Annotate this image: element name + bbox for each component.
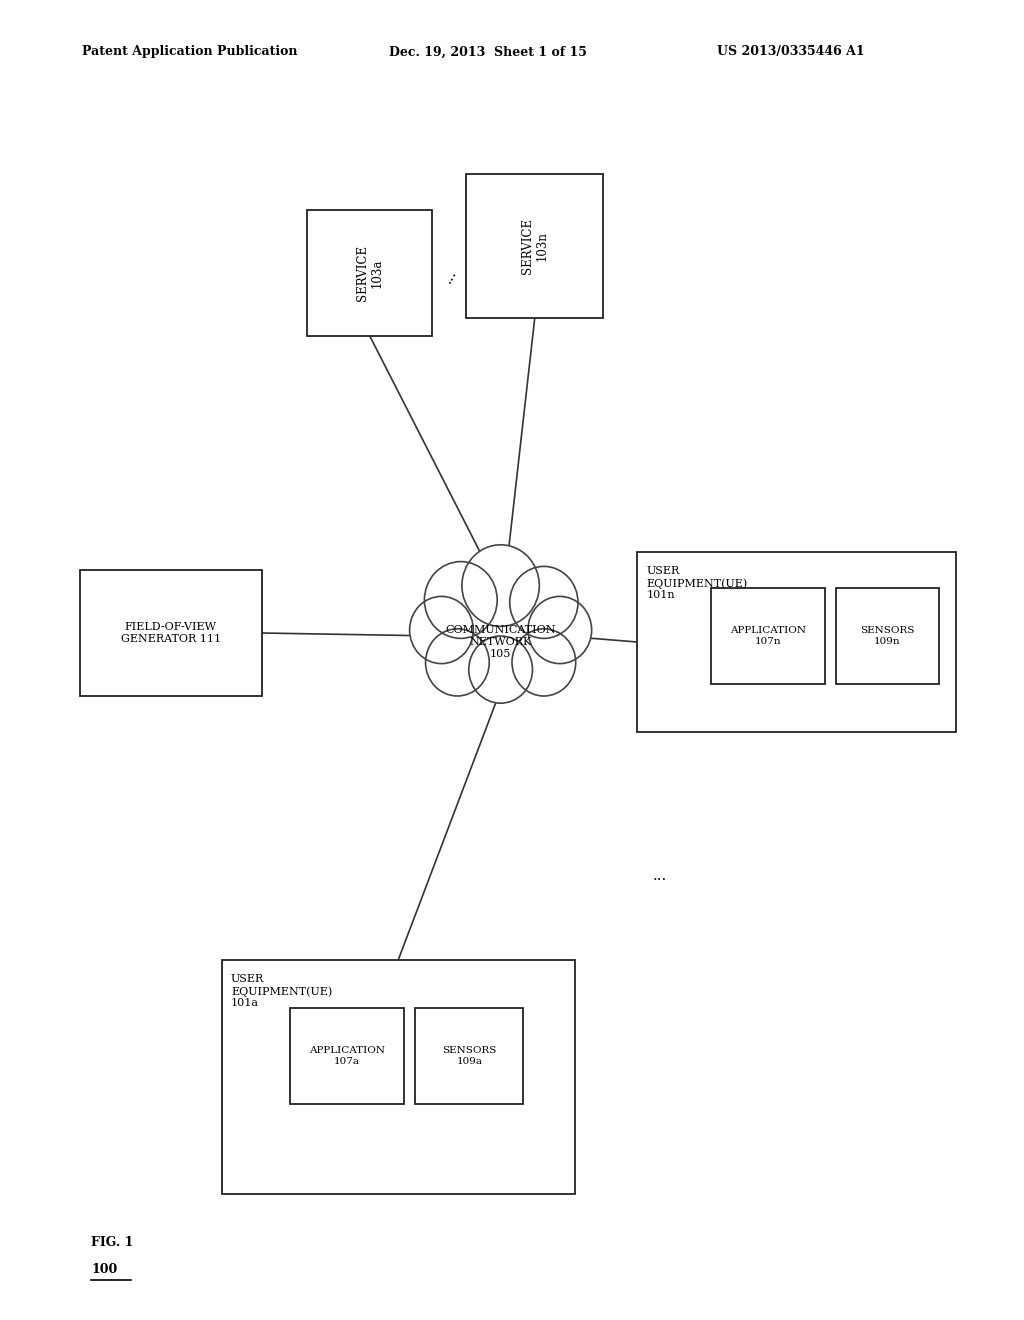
FancyBboxPatch shape xyxy=(837,587,939,684)
Text: APPLICATION
107n: APPLICATION 107n xyxy=(730,626,806,645)
Text: SERVICE
103n: SERVICE 103n xyxy=(521,218,549,275)
Circle shape xyxy=(424,561,498,639)
FancyBboxPatch shape xyxy=(467,174,603,318)
Text: US 2013/0335446 A1: US 2013/0335446 A1 xyxy=(717,45,864,58)
FancyBboxPatch shape xyxy=(637,552,955,733)
Text: FIG. 1: FIG. 1 xyxy=(91,1236,133,1249)
Text: Patent Application Publication: Patent Application Publication xyxy=(82,45,297,58)
Circle shape xyxy=(462,545,540,627)
Circle shape xyxy=(410,597,473,664)
Text: USER
EQUIPMENT(UE)
101a: USER EQUIPMENT(UE) 101a xyxy=(231,974,332,1008)
Text: SENSORS
109a: SENSORS 109a xyxy=(442,1047,497,1065)
FancyBboxPatch shape xyxy=(290,1008,403,1104)
Circle shape xyxy=(512,628,575,696)
Text: USER
EQUIPMENT(UE)
101n: USER EQUIPMENT(UE) 101n xyxy=(646,566,748,601)
Text: FIELD-OF-VIEW
GENERATOR 111: FIELD-OF-VIEW GENERATOR 111 xyxy=(121,622,221,644)
Text: SENSORS
109n: SENSORS 109n xyxy=(860,626,914,645)
Circle shape xyxy=(510,566,578,639)
Text: 100: 100 xyxy=(91,1263,118,1276)
Text: COMMUNICATION
NETWORK
105: COMMUNICATION NETWORK 105 xyxy=(445,626,556,659)
Text: APPLICATION
107a: APPLICATION 107a xyxy=(309,1047,385,1065)
Text: Dec. 19, 2013  Sheet 1 of 15: Dec. 19, 2013 Sheet 1 of 15 xyxy=(389,45,587,58)
FancyBboxPatch shape xyxy=(416,1008,523,1104)
Text: ...: ... xyxy=(652,869,667,883)
FancyBboxPatch shape xyxy=(222,960,574,1195)
Ellipse shape xyxy=(443,587,557,696)
Circle shape xyxy=(469,636,532,704)
Circle shape xyxy=(426,628,489,696)
FancyBboxPatch shape xyxy=(80,570,262,696)
FancyBboxPatch shape xyxy=(711,587,825,684)
Text: ...: ... xyxy=(439,267,459,285)
Circle shape xyxy=(528,597,592,664)
FancyBboxPatch shape xyxy=(307,210,432,337)
Text: SERVICE
103a: SERVICE 103a xyxy=(355,246,384,301)
